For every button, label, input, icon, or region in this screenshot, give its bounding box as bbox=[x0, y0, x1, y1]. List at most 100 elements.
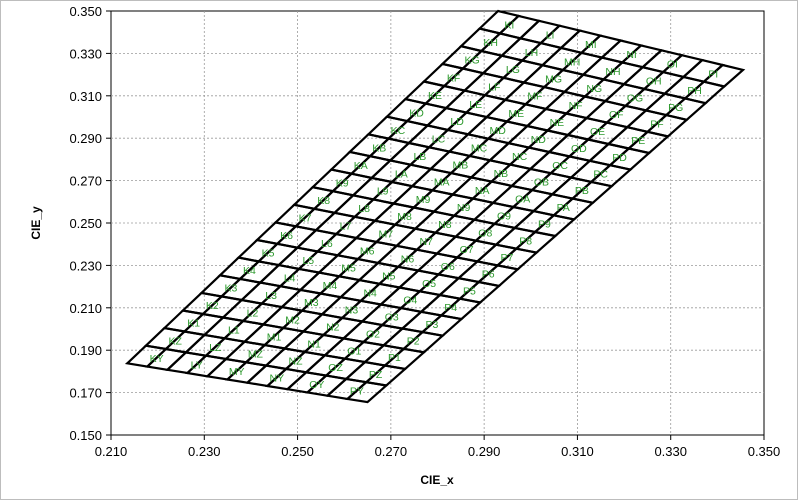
y-tick-label: 0.270 bbox=[69, 174, 102, 189]
bin-label-ky: KY bbox=[150, 353, 164, 365]
bin-label-mz: MZ bbox=[248, 349, 264, 361]
bin-label-n6: N6 bbox=[401, 253, 415, 265]
bin-label-k5: K5 bbox=[262, 248, 275, 260]
bin-label-o5: O5 bbox=[422, 278, 436, 290]
bin-label-lb: LB bbox=[413, 151, 426, 163]
bin-label-pi: PI bbox=[708, 68, 718, 80]
bin-label-ne: NE bbox=[550, 117, 565, 129]
bin-label-nf: NF bbox=[569, 100, 583, 112]
bin-label-kz: KZ bbox=[168, 335, 182, 347]
bin-label-m6: M6 bbox=[360, 246, 375, 258]
bin-label-l5: L5 bbox=[302, 255, 314, 267]
bin-label-ki: KI bbox=[504, 20, 514, 32]
bin-label-o2: O2 bbox=[366, 328, 380, 340]
x-tick-label: 0.270 bbox=[375, 444, 408, 459]
bin-label-n4: N4 bbox=[363, 287, 377, 299]
bin-label-pf: PF bbox=[650, 119, 663, 131]
bin-label-p2: P2 bbox=[407, 336, 420, 348]
y-tick-label: 0.230 bbox=[69, 258, 102, 273]
y-axis-ticks: 0.150 0.170 0.190 0.210 0.230 0.250 0.270 0.290… bbox=[69, 4, 111, 443]
bin-label-n1: N1 bbox=[307, 338, 321, 350]
bin-label-od: OD bbox=[571, 143, 587, 155]
bin-label-md: MD bbox=[490, 125, 507, 137]
x-axis-title: CIE_x bbox=[420, 473, 454, 487]
x-tick-label: 0.350 bbox=[748, 444, 781, 459]
y-tick-label: 0.190 bbox=[69, 343, 102, 358]
y-tick-label: 0.290 bbox=[69, 131, 102, 146]
bin-label-o4: O4 bbox=[403, 295, 417, 307]
bin-label-pd: PD bbox=[612, 152, 627, 164]
bin-label-p1: P1 bbox=[388, 352, 401, 364]
bin-label-oa: OA bbox=[515, 194, 530, 206]
bin-label-oz: OZ bbox=[328, 362, 343, 374]
bin-label-ly: LY bbox=[191, 359, 203, 371]
x-tick-label: 0.310 bbox=[561, 444, 594, 459]
bin-label-oc: OC bbox=[552, 160, 568, 172]
bin-label-o6: O6 bbox=[441, 261, 455, 273]
bin-label-k4: K4 bbox=[243, 265, 256, 277]
y-tick-label: 0.170 bbox=[69, 386, 102, 401]
bin-label-k2: K2 bbox=[206, 300, 219, 312]
bin-label-n8: N8 bbox=[438, 219, 452, 231]
bin-label-p7: P7 bbox=[500, 252, 513, 264]
bin-label-ng: NG bbox=[586, 83, 602, 95]
bin-label-m2: M2 bbox=[285, 314, 300, 326]
bin-label-pz: PZ bbox=[369, 369, 383, 381]
bin-label-mi: MI bbox=[585, 39, 597, 51]
bin-label-l9: L9 bbox=[377, 186, 389, 198]
bin-label-n3: N3 bbox=[345, 304, 359, 316]
bin-label-pa: PA bbox=[557, 202, 570, 214]
bin-label-m4: M4 bbox=[323, 280, 338, 292]
bin-label-kc: KC bbox=[391, 125, 406, 137]
bin-label-p6: P6 bbox=[482, 269, 495, 281]
y-tick-label: 0.310 bbox=[69, 89, 102, 104]
bin-label-ny: NY bbox=[270, 373, 285, 385]
bin-label-m9: M9 bbox=[416, 194, 431, 206]
bin-label-ob: OB bbox=[534, 177, 549, 189]
bin-label-me: ME bbox=[508, 108, 524, 120]
bin-label-ph: PH bbox=[687, 85, 702, 97]
y-tick-label: 0.250 bbox=[69, 216, 102, 231]
bin-label-k6: K6 bbox=[280, 230, 293, 242]
bin-label-ld: LD bbox=[450, 116, 464, 128]
bin-label-o9: O9 bbox=[497, 210, 511, 222]
bin-label-p9: P9 bbox=[538, 219, 551, 231]
bin-label-mh: MH bbox=[564, 56, 580, 68]
bin-label-p5: P5 bbox=[463, 285, 476, 297]
y-tick-label: 0.350 bbox=[69, 4, 102, 19]
bin-label-m3: M3 bbox=[304, 297, 319, 309]
bin-label-la: LA bbox=[395, 168, 408, 180]
bin-label-l7: L7 bbox=[340, 220, 352, 232]
bin-label-lc: LC bbox=[432, 134, 446, 146]
bin-label-n7: N7 bbox=[419, 236, 433, 248]
x-tick-label: 0.230 bbox=[188, 444, 221, 459]
bin-label-mb: MB bbox=[453, 160, 469, 172]
bin-label-n2: N2 bbox=[326, 321, 340, 333]
bin-label-l6: L6 bbox=[321, 238, 333, 250]
bin-label-py: PY bbox=[350, 386, 364, 398]
bin-label-o7: O7 bbox=[460, 244, 474, 256]
bin-label-kd: KD bbox=[409, 107, 424, 119]
bin-label-kf: KF bbox=[447, 72, 460, 84]
bin-label-mc: MC bbox=[471, 142, 488, 154]
bin-label-m8: M8 bbox=[397, 211, 412, 223]
bin-label-nz: NZ bbox=[289, 355, 304, 367]
bin-label-oh: OH bbox=[646, 76, 662, 88]
bin-label-l2: L2 bbox=[247, 307, 259, 319]
bin-label-ni: NI bbox=[626, 49, 637, 61]
y-tick-label: 0.210 bbox=[69, 301, 102, 316]
bin-label-o3: O3 bbox=[385, 312, 399, 324]
bin-label-ke: KE bbox=[428, 90, 442, 102]
bin-label-ka: KA bbox=[354, 160, 368, 172]
bin-label-pb: PB bbox=[575, 185, 589, 197]
bin-label-mf: MF bbox=[527, 91, 542, 103]
bin-label-p8: P8 bbox=[519, 235, 532, 247]
y-tick-label: 0.150 bbox=[69, 428, 102, 443]
bin-label-o1: O1 bbox=[347, 345, 361, 357]
bin-label-nb: NB bbox=[494, 168, 509, 180]
bin-label-my: MY bbox=[229, 366, 245, 378]
x-tick-label: 0.250 bbox=[281, 444, 314, 459]
